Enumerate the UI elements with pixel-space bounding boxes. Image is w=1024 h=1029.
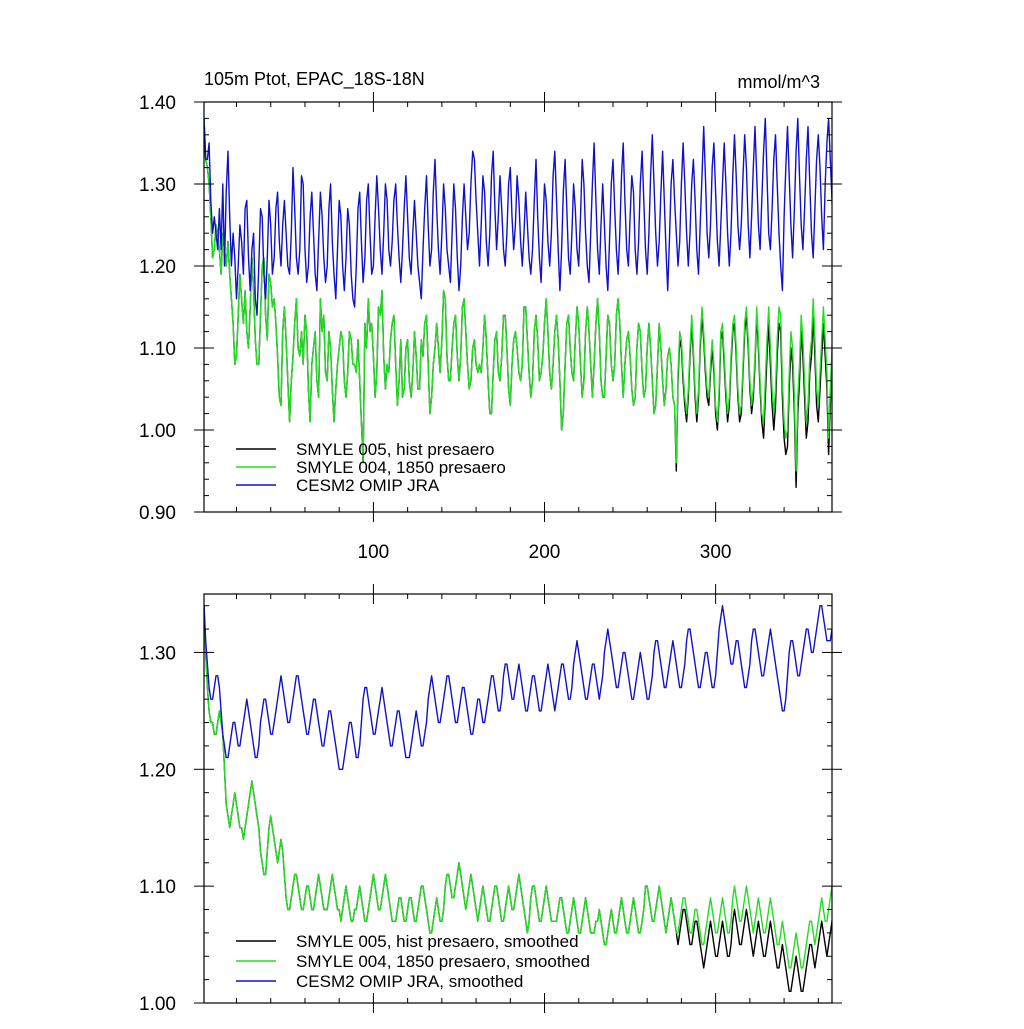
y-tick-label: 1.30: [139, 175, 176, 196]
legend-label: SMYLE 004, 1850 presaero: [296, 458, 506, 477]
y-tick-label: 0.90: [139, 503, 176, 524]
legend-label: SMYLE 005, hist presaero, smoothed: [296, 932, 579, 951]
plot-frame: [203, 593, 833, 1004]
series-line-2-3: [204, 605, 832, 770]
y-tick-label: 1.30: [139, 643, 176, 664]
x-tick-label: 100: [358, 542, 390, 563]
chart-title: 105m Ptot, EPAC_18S-18N: [204, 69, 425, 90]
y-tick-label: 1.40: [139, 93, 176, 114]
y-tick-label: 1.10: [139, 339, 176, 360]
x-tick-label: 200: [529, 542, 561, 563]
y-tick-label: 1.20: [139, 257, 176, 278]
plot-frame: [203, 101, 833, 513]
y-tick-label: 1.00: [139, 421, 176, 442]
series-line-1-3: [204, 117, 832, 316]
y-tick-label: 1.20: [139, 760, 176, 781]
legend-label: CESM2 OMIP JRA, smoothed: [296, 972, 523, 991]
panel-1: 0.90 1.00 1.10 1.20 1.30 1.40 100 200 300 105m Pt…: [139, 69, 842, 563]
y-tick-label: 1.10: [139, 877, 176, 898]
panel-2: 1.00 1.10 1.20 1.30 SMYLE 005, hist presaero…: [139, 584, 842, 1015]
series-line-2-2: [204, 605, 832, 969]
y-tick-label: 1.00: [139, 994, 176, 1015]
x-tick-label: 300: [700, 542, 732, 563]
series-line-1-2: [204, 118, 832, 472]
legend-label: CESM2 OMIP JRA: [296, 476, 440, 495]
legend-label: SMYLE 004, 1850 presaero, smoothed: [296, 952, 590, 971]
legend-label: SMYLE 005, hist presaero: [296, 440, 494, 459]
units-label: mmol/m^3: [738, 72, 820, 92]
